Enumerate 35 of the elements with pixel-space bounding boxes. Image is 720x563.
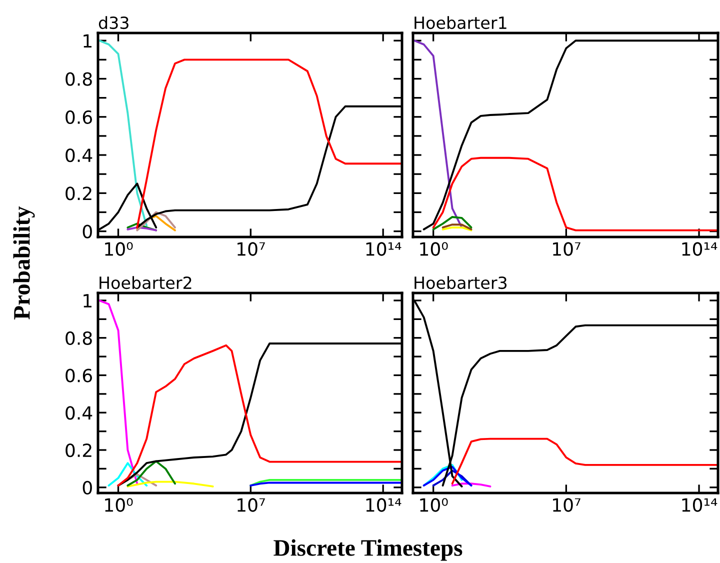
y-tick-label: 0 <box>82 480 92 495</box>
chart-title: d33 <box>98 16 128 30</box>
y-tick-label: 0.4 <box>66 406 92 420</box>
y-tick-label: 0.6 <box>66 110 92 124</box>
x-tick-label: 10¹⁴ <box>682 242 718 256</box>
x-tick-label: 10⁰ <box>105 242 133 256</box>
line-series <box>108 462 148 486</box>
y-tick-label: 0.6 <box>66 368 92 382</box>
y-tick-label: 0 <box>82 224 92 238</box>
chart-title: Hoebarter1 <box>414 16 506 30</box>
y-tick-label: 0.2 <box>66 443 92 458</box>
x-tick-label: 10⁷ <box>238 498 265 512</box>
x-tick-label: 10⁷ <box>553 498 580 512</box>
y-axis-title: Probability <box>13 206 35 320</box>
x-tick-label: 10⁷ <box>238 242 265 256</box>
x-tick-label: 10¹⁴ <box>682 498 718 512</box>
line-series <box>136 211 176 232</box>
chart-title: Hoebarter3 <box>414 276 507 290</box>
x-tick-label: 10¹⁴ <box>366 242 402 256</box>
line-series <box>98 40 148 227</box>
x-tick-label: 10⁷ <box>553 242 580 256</box>
chart-title: Hoebarter2 <box>100 276 192 290</box>
y-tick-label: 0.8 <box>66 72 92 86</box>
x-axis-title: Discrete Timesteps <box>274 539 462 561</box>
y-tick-label: 0.8 <box>66 331 92 345</box>
y-tick-label: 0.4 <box>66 148 92 162</box>
y-tick-label: 1 <box>84 34 92 48</box>
x-tick-label: 10⁰ <box>420 498 448 512</box>
x-tick-label: 10¹⁴ <box>366 498 402 512</box>
y-tick-label: 0.2 <box>66 186 92 200</box>
y-tick-label: 1 <box>84 294 92 308</box>
line-series <box>126 460 176 486</box>
line-series <box>98 300 138 485</box>
x-tick-label: 10⁰ <box>105 498 133 512</box>
x-tick-label: 10⁰ <box>420 242 448 256</box>
